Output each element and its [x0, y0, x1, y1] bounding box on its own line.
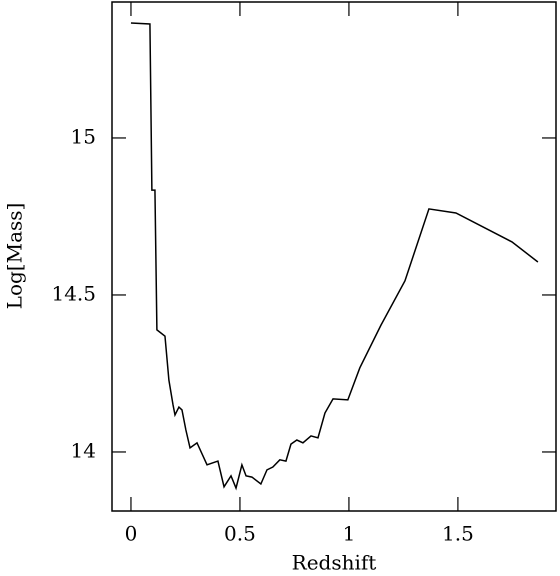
x-tick-label: 1.5	[442, 522, 474, 546]
x-tick-label: 0.5	[224, 522, 256, 546]
x-tick-label: 1	[343, 522, 356, 546]
y-tick-label: 15	[71, 124, 96, 148]
x-axis-label: Redshift	[292, 551, 377, 575]
y-tick-label: 14	[71, 438, 96, 462]
data-line	[130, 22, 539, 491]
x-tick-label: 0	[125, 522, 138, 546]
y-axis-label: Log[Mass]	[3, 203, 27, 310]
y-tick-label: 14.5	[51, 281, 96, 305]
plot-frame	[111, 1, 557, 512]
